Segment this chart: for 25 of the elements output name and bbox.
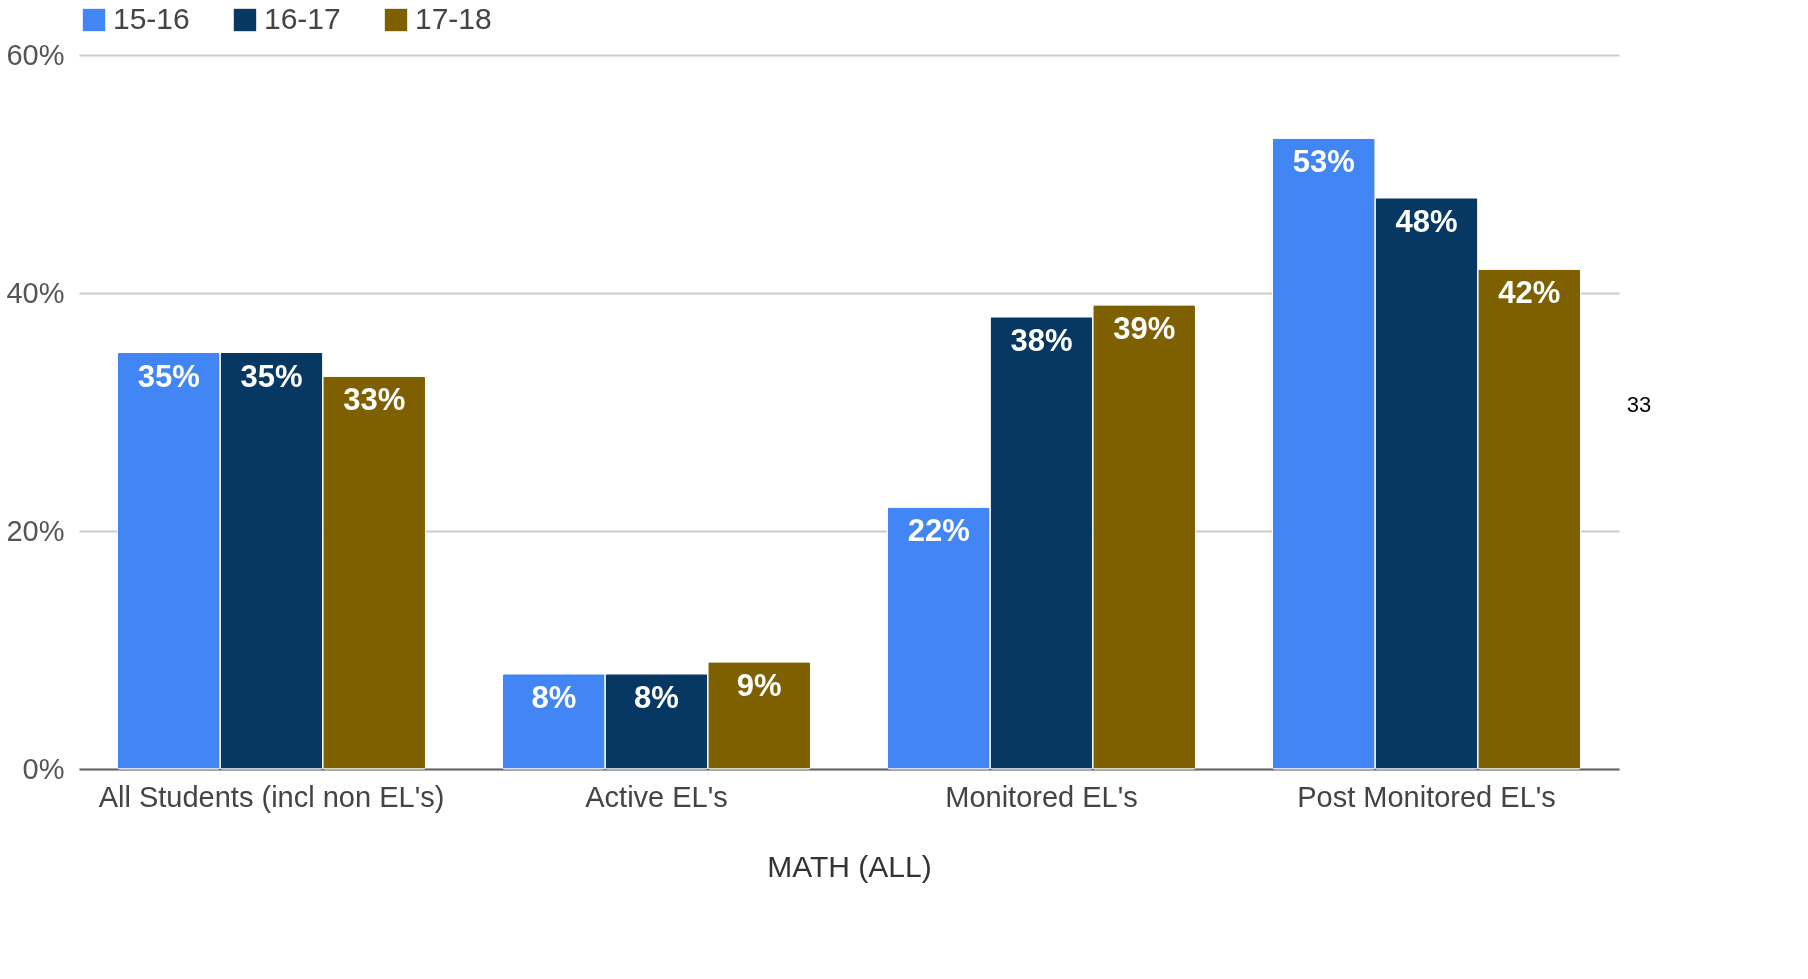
y-tick-label: 40%	[6, 276, 65, 309]
data-label: 39%	[1113, 310, 1176, 346]
data-label: 33%	[343, 382, 406, 418]
data-label: 53%	[1292, 144, 1355, 180]
x-tick-label: Monitored EL's	[945, 780, 1138, 813]
x-tick-label: Post Monitored EL's	[1297, 780, 1556, 813]
x-tick-label: All Students (incl non EL's)	[98, 780, 445, 813]
legend-label: 16-17	[264, 2, 341, 35]
data-label: 8%	[531, 679, 577, 715]
data-label: 35%	[137, 358, 200, 394]
data-label: 9%	[736, 667, 782, 703]
data-label: 38%	[1010, 322, 1073, 358]
y-tick-label: 0%	[22, 752, 65, 785]
data-label: 48%	[1395, 203, 1458, 239]
text: 33	[1626, 391, 1652, 417]
legend-label: 17-18	[415, 2, 492, 35]
data-label: 42%	[1498, 275, 1561, 311]
data-label: 8%	[634, 679, 679, 715]
y-tick-label: 60%	[6, 38, 65, 71]
x-tick-label: Active EL's	[585, 780, 728, 813]
x-axis-title: MATH (ALL)	[767, 849, 932, 883]
legend-label: 15-16	[113, 2, 190, 35]
data-label: 35%	[240, 358, 303, 394]
y-tick-label: 20%	[6, 514, 65, 547]
data-label: 22%	[907, 513, 970, 549]
